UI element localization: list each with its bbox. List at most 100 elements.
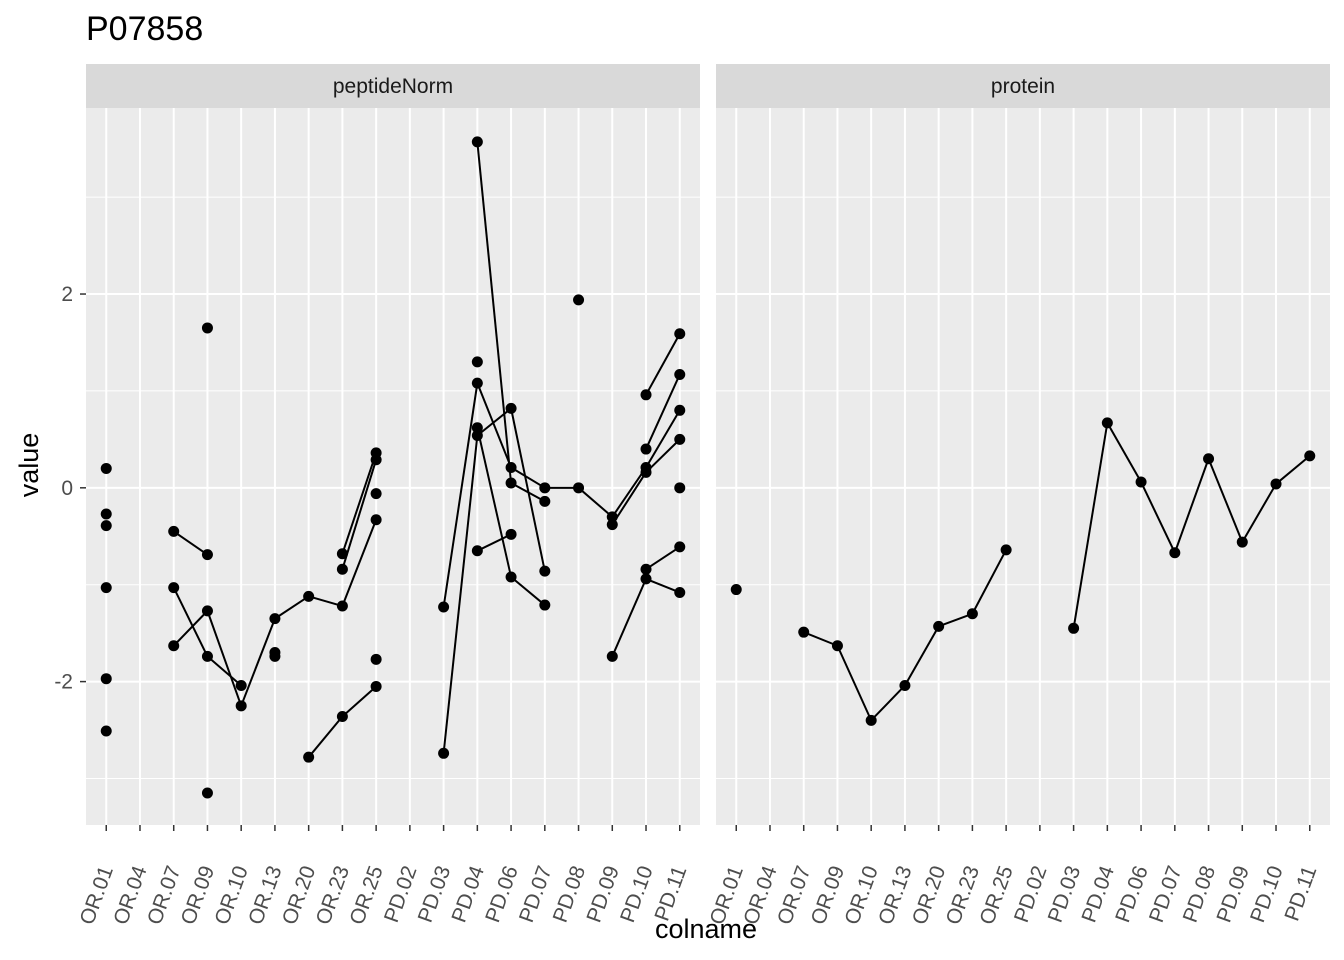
series-line-segment	[341, 685, 377, 718]
series-line-segment	[803, 631, 838, 647]
data-point	[303, 751, 315, 763]
series-line-segment	[510, 466, 546, 489]
data-point	[1135, 476, 1147, 488]
data-point	[1203, 453, 1215, 465]
series-line-segment	[341, 459, 378, 570]
data-point	[899, 679, 911, 691]
data-point	[539, 599, 551, 611]
series-line-segment	[611, 471, 647, 526]
data-point	[370, 653, 382, 665]
facet-panel-peptideNorm: peptideNormOR.01OR.04OR.07OR.09OR.10OR.1…	[76, 64, 700, 928]
data-point	[168, 582, 180, 594]
series-line-segment	[476, 427, 513, 578]
data-point	[370, 447, 382, 459]
data-point	[336, 710, 348, 722]
data-point	[336, 548, 348, 560]
series-line-segment	[206, 655, 242, 687]
data-point	[269, 647, 281, 659]
data-point	[370, 514, 382, 526]
data-point	[100, 462, 112, 474]
data-point	[370, 488, 382, 500]
series-line-segment	[1106, 422, 1142, 483]
series-line-segment	[1275, 455, 1311, 485]
data-point	[100, 673, 112, 685]
y-tick-label: 2	[61, 283, 73, 306]
series-line-segment	[938, 612, 973, 628]
facet-panel-protein: proteinOR.01OR.04OR.07OR.09OR.10OR.13OR.…	[706, 64, 1330, 928]
y-axis-title: value	[14, 433, 44, 498]
series-line-segment	[611, 466, 647, 518]
data-point	[573, 294, 585, 306]
data-point	[1169, 547, 1181, 559]
series-line-segment	[510, 576, 546, 606]
series-line-segment	[442, 383, 479, 608]
data-point	[471, 545, 483, 557]
data-point	[640, 573, 652, 585]
data-point	[100, 725, 112, 737]
series-line-segment	[645, 546, 681, 571]
data-point	[370, 680, 382, 692]
series-line-segment	[510, 482, 546, 503]
data-point	[966, 608, 978, 620]
series-peptideNorm-6	[100, 422, 686, 799]
series-line-segment	[510, 408, 546, 572]
data-point	[471, 422, 483, 434]
data-point	[831, 640, 843, 652]
data-point	[505, 402, 517, 414]
data-point	[505, 571, 517, 583]
data-point	[640, 563, 652, 575]
data-point	[235, 679, 247, 691]
chart-title: P07858	[86, 10, 203, 48]
series-line-segment	[836, 645, 873, 721]
series-line-segment	[645, 409, 681, 468]
series-peptideNorm-3	[100, 377, 686, 712]
data-point	[640, 466, 652, 478]
series-line-segment	[476, 382, 513, 468]
data-point	[674, 368, 686, 380]
series-peptideNorm-2	[100, 508, 247, 691]
data-point	[674, 433, 686, 445]
y-axis: -2 0 2	[54, 283, 86, 694]
data-point	[201, 650, 213, 662]
series-peptideNorm-10	[640, 328, 686, 401]
data-point	[201, 549, 213, 561]
series-peptideNorm-1	[100, 462, 213, 561]
series-line-segment	[577, 487, 613, 518]
x-axis-title: colname	[655, 914, 757, 944]
series-line-segment	[476, 533, 512, 552]
data-point	[336, 563, 348, 575]
data-point	[100, 582, 112, 594]
series-peptideNorm-9	[370, 294, 686, 665]
series-line-segment	[611, 578, 647, 657]
series-line-segment	[172, 610, 209, 647]
data-point	[201, 605, 213, 617]
facet-strip	[86, 64, 700, 108]
y-tick-label: 0	[61, 477, 73, 500]
series-line-segment	[971, 549, 1008, 615]
data-point	[201, 787, 213, 799]
series-line-segment	[1072, 422, 1109, 629]
data-point	[168, 640, 180, 652]
data-point	[471, 356, 483, 368]
data-point	[606, 650, 618, 662]
data-point	[1236, 536, 1248, 548]
series-line-segment	[341, 519, 378, 607]
data-point	[539, 565, 551, 577]
series-line-segment	[476, 141, 513, 484]
data-point	[674, 586, 686, 598]
data-point	[471, 377, 483, 389]
series-line-segment	[870, 684, 906, 722]
series-peptideNorm-11	[640, 541, 686, 575]
series-line-segment	[645, 374, 681, 450]
facet-strip-label: peptideNorm	[333, 75, 453, 98]
series-line-segment	[341, 452, 378, 555]
data-point	[471, 136, 483, 148]
series-line-segment	[1173, 458, 1210, 554]
data-point	[438, 747, 450, 759]
data-point	[201, 322, 213, 334]
data-point	[674, 482, 686, 494]
data-point	[798, 626, 810, 638]
data-point	[1101, 417, 1113, 429]
series-line-segment	[645, 577, 681, 594]
